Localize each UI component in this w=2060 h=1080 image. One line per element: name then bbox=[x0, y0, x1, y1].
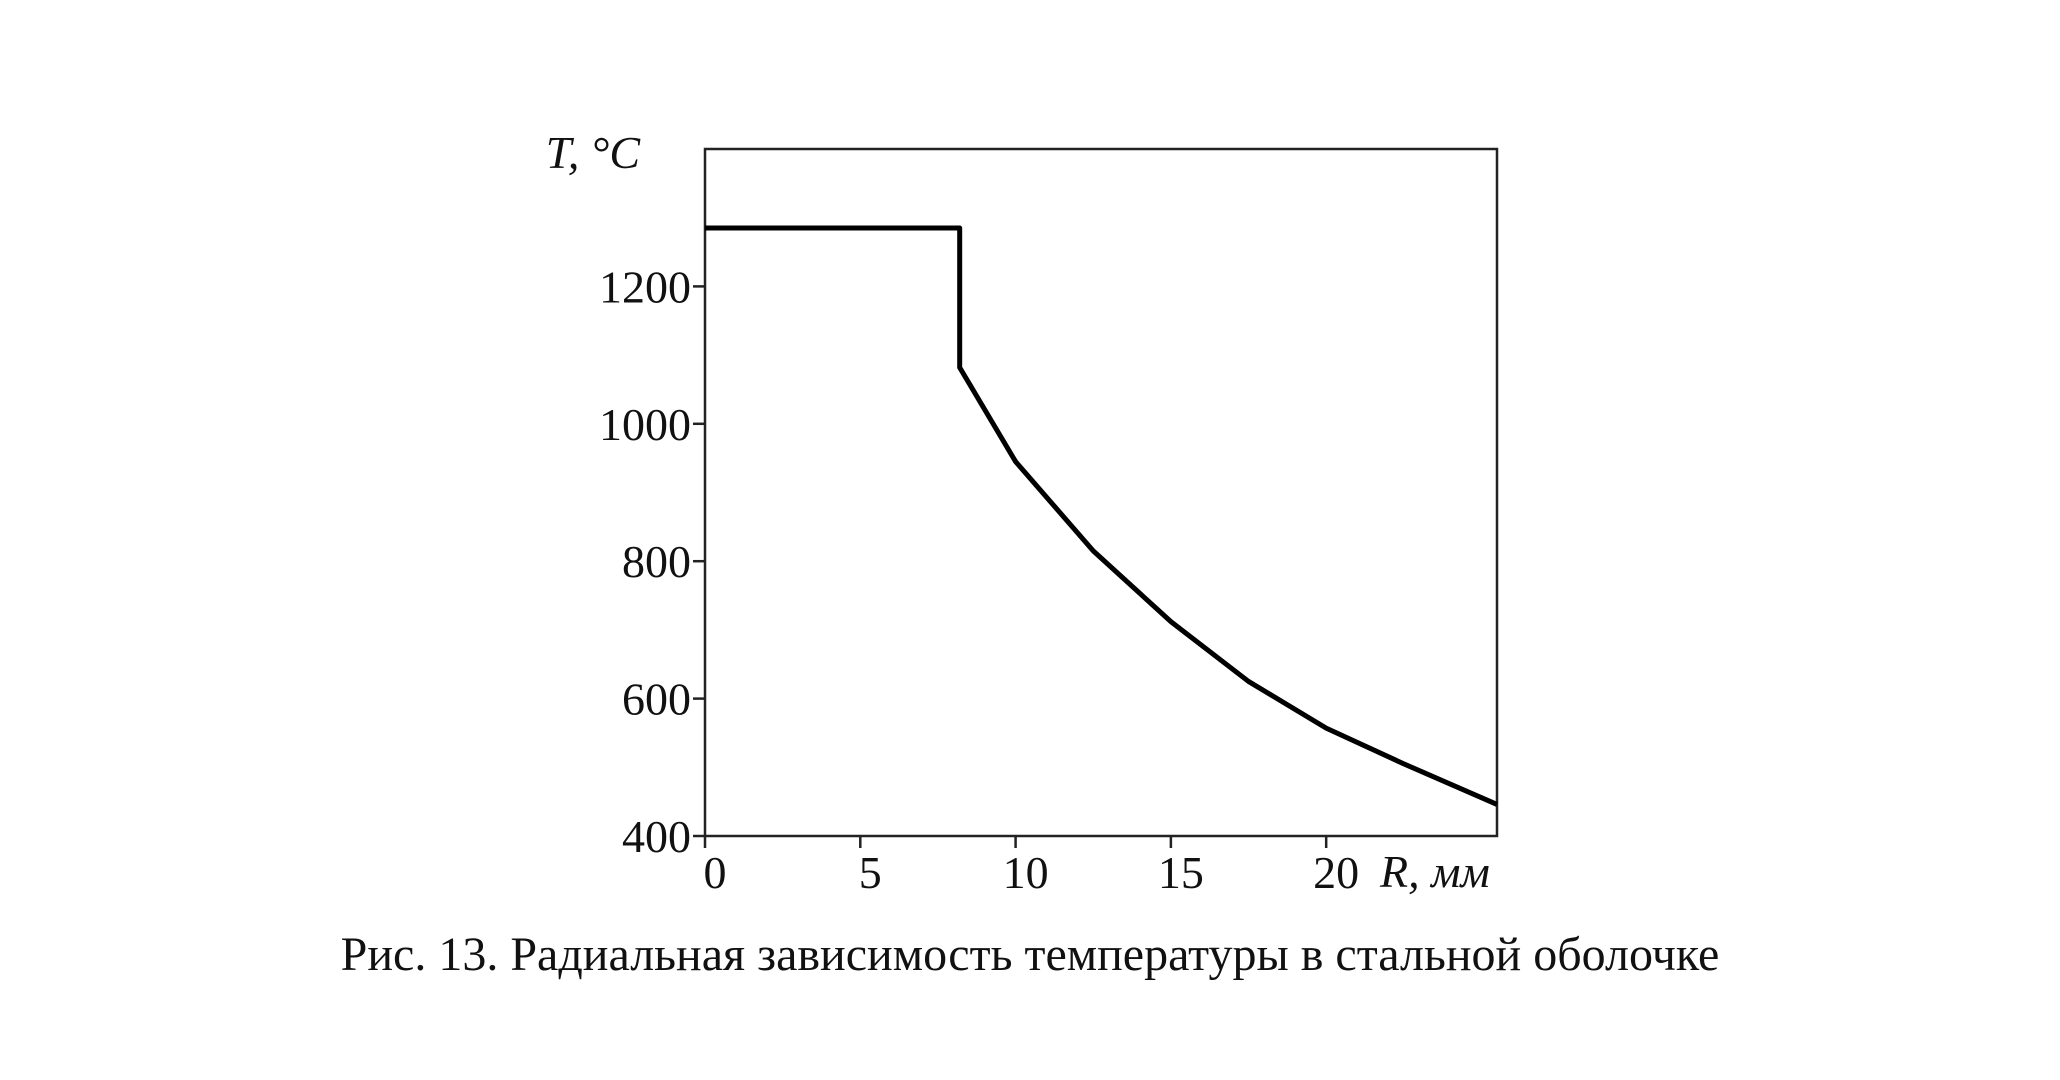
x-tick-label: 20 bbox=[1313, 847, 1359, 898]
plot-frame bbox=[703, 147, 1499, 838]
data-line bbox=[705, 225, 1498, 807]
caption: Рис. 13. Радиальная зависимость температ… bbox=[341, 928, 1720, 981]
y-tick-label: 800 bbox=[622, 536, 691, 587]
y-tick-label: 400 bbox=[622, 811, 691, 862]
x-tick-label: 10 bbox=[1003, 847, 1049, 898]
y-tick-label: 1000 bbox=[599, 399, 691, 450]
y-tick-label: 600 bbox=[622, 674, 691, 725]
x-axis-label: R, мм bbox=[1379, 846, 1490, 897]
x-tick-label: 0 bbox=[704, 847, 727, 898]
x-tick-label: 15 bbox=[1158, 847, 1204, 898]
x-tick-label: 5 bbox=[859, 847, 882, 898]
y-axis-label: T, °C bbox=[546, 127, 642, 178]
y-tick-label: 1200 bbox=[599, 261, 691, 312]
